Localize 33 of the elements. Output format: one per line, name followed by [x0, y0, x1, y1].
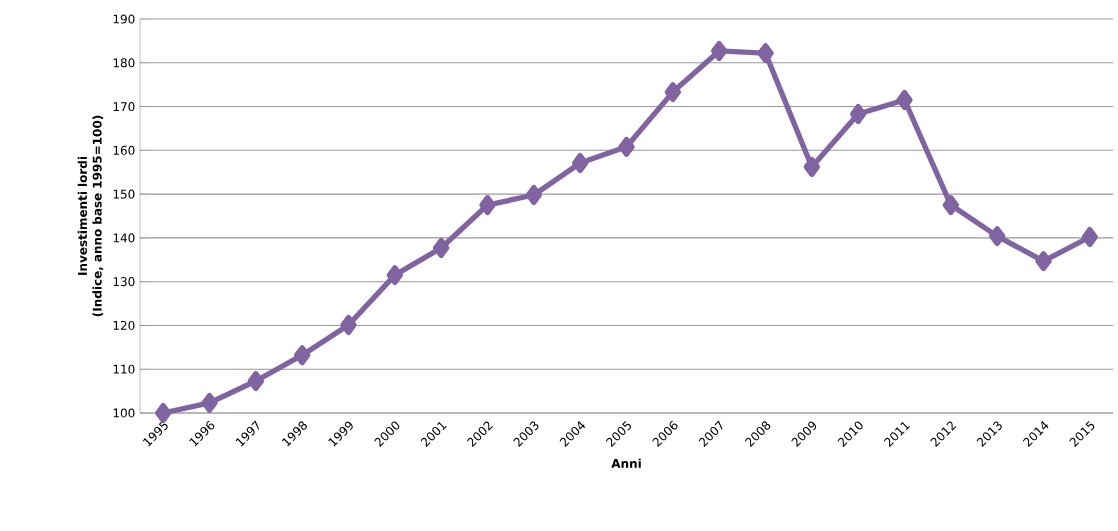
y-tick-label: 110: [113, 364, 135, 374]
point: [572, 153, 589, 174]
y-tick-label: 100: [113, 408, 135, 418]
point: [896, 89, 913, 110]
point: [201, 392, 218, 413]
point: [618, 136, 635, 157]
point: [942, 195, 959, 216]
y-tick-label: 180: [113, 58, 135, 68]
point: [386, 265, 404, 286]
point: [294, 345, 311, 366]
point: [479, 195, 496, 216]
point: [711, 40, 728, 61]
y-tick-label: 190: [113, 14, 135, 24]
y-tick-label: 160: [113, 145, 135, 155]
point: [664, 82, 682, 103]
point: [155, 402, 172, 423]
point: [1081, 227, 1098, 248]
point: [989, 226, 1006, 247]
point: [433, 237, 450, 258]
point: [757, 43, 774, 64]
y-tick-label: 120: [113, 320, 135, 330]
point: [340, 314, 357, 335]
point: [247, 371, 265, 392]
point: [525, 184, 543, 205]
y-tick-label: 140: [113, 233, 135, 243]
y-tick-label: 130: [113, 277, 135, 287]
point: [803, 156, 820, 177]
x-axis-title: Anni: [611, 458, 641, 468]
point: [850, 103, 867, 124]
y-axis-title: Investimenti lordi (Indice, anno base 1995=100): [77, 115, 104, 317]
y-tick-label: 170: [113, 102, 135, 112]
point: [1035, 251, 1052, 272]
y-tick-label: 150: [113, 189, 135, 199]
